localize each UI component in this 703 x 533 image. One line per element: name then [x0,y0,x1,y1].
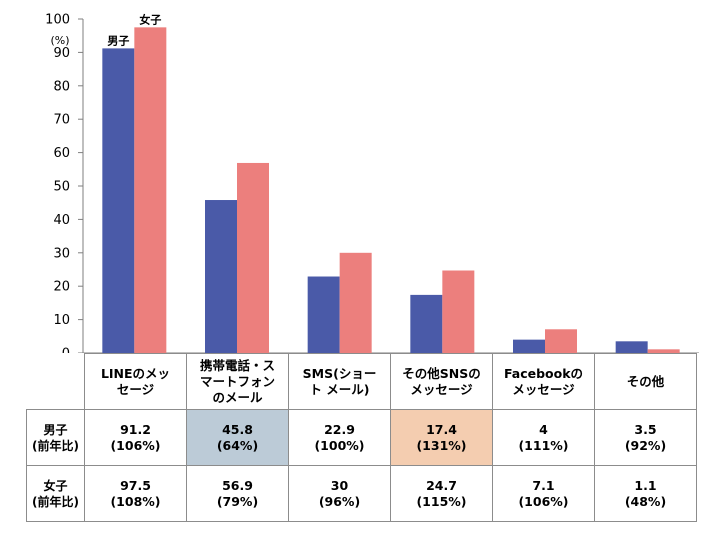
girls-row: 女子 (前年比) 97.5 (108%) 56.9 (79%) 30 (96%) 24.… [26,465,697,522]
y-tick-label: 90 [53,46,70,61]
bar-boys [513,339,545,353]
boys-row: 男子 (前年比) 91.2 (106%) 45.8 (64%) 22.9 (100%) … [26,409,697,466]
boys-value-other-sns: 17.4 (131%) [390,409,493,466]
y-tick-label: 80 [53,79,70,94]
category-other: その他 [594,353,697,410]
girls-value-facebook: 7.1 (106%) [492,465,595,522]
y-tick-label: 50 [53,180,70,195]
y-tick-label: 30 [53,246,70,261]
bar-girls [237,162,269,353]
bar-girls [647,349,680,353]
girls-value-other: 1.1 (48%) [594,465,697,522]
boys-value-other: 3.5 (92%) [594,409,697,466]
bar-boys [410,294,443,353]
boys-row-header: 男子 (前年比) [26,409,85,466]
category-line: LINEのメッ セージ [84,353,187,410]
y-tick-label: 0 [62,347,70,354]
y-axis-unit: (%) [50,34,69,47]
y-tick-label: 70 [53,113,70,128]
girls-row-header: 女子 (前年比) [26,465,85,522]
category-other-sns: その他SNSの メッセージ [390,353,493,410]
y-tick-label: 60 [53,146,70,161]
girls-value-line: 97.5 (108%) [84,465,187,522]
category-sms: SMS(ショート メール) [288,353,391,410]
data-table: LINEのメッ セージ 携帯電話・ス マートフォン のメール SMS(ショート メール… [26,353,697,522]
bar-girls [442,270,475,353]
y-tick-label: 10 [53,313,70,328]
bar-girls [134,27,167,353]
series-label-girls: 女子 [139,12,161,26]
category-row: LINEのメッ セージ 携帯電話・ス マートフォン のメール SMS(ショート メール… [26,353,697,410]
series-label-boys: 男子 [107,34,129,47]
girls-value-keitai: 56.9 (79%) [186,465,289,522]
y-tick-label: 40 [53,213,70,228]
category-keitai: 携帯電話・ス マートフォン のメール [186,353,289,410]
bar-girls [545,329,577,353]
y-tick-label: 100 [45,13,70,28]
category-facebook: Facebookの メッセージ [492,353,595,410]
bar-boys [205,200,237,353]
boys-value-line: 91.2 (106%) [84,409,187,466]
bar-boys [307,276,340,353]
boys-value-sms: 22.9 (100%) [288,409,391,466]
y-tick-label: 20 [53,280,70,295]
girls-value-sms: 30 (96%) [288,465,391,522]
boys-value-keitai: 45.8 (64%) [186,409,289,466]
girls-value-other-sns: 24.7 (115%) [390,465,493,522]
boys-value-facebook: 4 (111%) [492,409,595,466]
bar-boys [615,341,648,353]
table-corner [26,353,85,410]
bar-boys [102,48,135,353]
bar-girls [339,252,372,353]
